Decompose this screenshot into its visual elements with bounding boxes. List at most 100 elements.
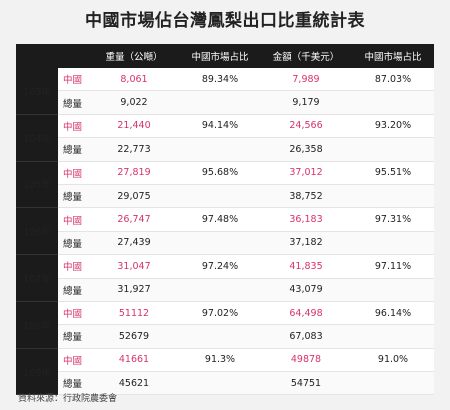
table-row-china: 107年 中國 31,047 97.24% 41,835 97.11% [16,254,434,302]
total-weight-cell: 29,075 [88,184,180,209]
china-weight-cell: 26,747 [88,207,180,232]
total-amount-cell: 26,358 [260,137,352,162]
table-row-total: 總量 9,022 9,179 [16,90,434,115]
table-row-china: 105年 中國 27,819 95.68% 37,012 95.51% [16,161,434,209]
table-row-total: 總量 52679 67,083 [16,324,434,349]
amount-share-cell: 95.51% [352,161,434,185]
china-amount-cell: 7,989 [260,68,352,92]
year-label: 107年 [16,254,58,302]
empty-cell [352,231,434,256]
amount-share-cell: 96.14% [352,301,434,326]
amount-share-cell: 87.03% [352,68,434,92]
table-row-total: 總量 22,773 26,358 [16,137,434,162]
header-weight: 重量（公噸） [88,44,180,68]
table-header-row: 重量（公噸） 中國市場占比 金額（千美元） 中國市場占比 [16,44,434,68]
amount-share-cell: 91.0% [352,348,434,373]
empty-cell [352,137,434,162]
year-label: 109年 [16,348,58,396]
empty-cell [180,231,260,256]
weight-share-cell: 95.68% [180,161,260,185]
china-weight-cell: 27,819 [88,161,180,185]
weight-share-cell: 97.02% [180,301,260,326]
china-amount-cell: 64,498 [260,301,352,326]
china-amount-cell: 41,835 [260,254,352,279]
source-note: 資料來源：行政院農委會 [18,394,118,404]
weight-share-cell: 97.24% [180,254,260,279]
row-label-china: 中國 [58,114,88,139]
total-amount-cell: 9,179 [260,90,352,115]
row-label-china: 中國 [58,348,88,373]
year-label: 108年 [16,301,58,349]
row-label-total: 總量 [58,184,88,209]
weight-share-cell: 91.3% [180,348,260,373]
empty-cell [180,324,260,349]
row-label-china: 中國 [58,254,88,279]
total-weight-cell: 9,022 [88,90,180,115]
table-row-china: 104年 中國 21,440 94.14% 24,566 93.20% [16,114,434,162]
row-label-china: 中國 [58,161,88,185]
empty-cell [352,371,434,396]
total-weight-cell: 31,927 [88,278,180,302]
table-row-total: 總量 29,075 38,752 [16,184,434,209]
total-weight-cell: 45621 [88,371,180,396]
year-label: 103年 [16,68,58,115]
row-label-total: 總量 [58,137,88,162]
china-amount-cell: 24,566 [260,114,352,139]
header-weight-share: 中國市場占比 [180,44,260,68]
empty-cell [352,184,434,209]
header-amount-share: 中國市場占比 [352,44,434,68]
total-weight-cell: 27,439 [88,231,180,256]
empty-cell [180,90,260,115]
empty-cell [180,137,260,162]
total-amount-cell: 54751 [260,371,352,396]
year-label: 106年 [16,207,58,256]
amount-share-cell: 97.31% [352,207,434,232]
total-amount-cell: 37,182 [260,231,352,256]
row-label-total: 總量 [58,278,88,302]
table-row-total: 總量 27,439 37,182 [16,231,434,256]
header-corner [16,44,88,68]
header-amount: 金額（千美元） [260,44,352,68]
export-stats-table: 重量（公噸） 中國市場占比 金額（千美元） 中國市場占比 103年 中國 8,061… [16,44,434,396]
total-amount-cell: 43,079 [260,278,352,302]
table-row-total: 總量 45621 54751 [16,371,434,396]
china-weight-cell: 8,061 [88,68,180,92]
year-label: 105年 [16,161,58,209]
total-weight-cell: 22,773 [88,137,180,162]
china-weight-cell: 51112 [88,301,180,326]
china-amount-cell: 49878 [260,348,352,373]
total-amount-cell: 38,752 [260,184,352,209]
empty-cell [352,90,434,115]
total-weight-cell: 52679 [88,324,180,349]
page-title: 中國市場佔台灣鳳梨出口比重統計表 [85,11,365,31]
china-weight-cell: 31,047 [88,254,180,279]
empty-cell [180,278,260,302]
row-label-china: 中國 [58,68,88,92]
table-row-china: 109年 中國 41661 91.3% 49878 91.0% [16,348,434,396]
empty-cell [180,371,260,396]
row-label-total: 總量 [58,371,88,396]
year-label: 104年 [16,114,58,162]
amount-share-cell: 93.20% [352,114,434,139]
total-amount-cell: 67,083 [260,324,352,349]
row-label-china: 中國 [58,207,88,232]
row-label-total: 總量 [58,231,88,256]
row-label-china: 中國 [58,301,88,326]
china-weight-cell: 21,440 [88,114,180,139]
table-row-total: 總量 31,927 43,079 [16,278,434,302]
weight-share-cell: 89.34% [180,68,260,92]
weight-share-cell: 94.14% [180,114,260,139]
china-weight-cell: 41661 [88,348,180,373]
row-label-total: 總量 [58,324,88,349]
china-amount-cell: 36,183 [260,207,352,232]
empty-cell [352,278,434,302]
table-row-china: 108年 中國 51112 97.02% 64,498 96.14% [16,301,434,349]
china-amount-cell: 37,012 [260,161,352,185]
row-label-total: 總量 [58,90,88,115]
empty-cell [352,324,434,349]
table-row-china: 103年 中國 8,061 89.34% 7,989 87.03% [16,68,434,115]
amount-share-cell: 97.11% [352,254,434,279]
table-row-china: 106年 中國 26,747 97.48% 36,183 97.31% [16,207,434,256]
empty-cell [180,184,260,209]
weight-share-cell: 97.48% [180,207,260,232]
